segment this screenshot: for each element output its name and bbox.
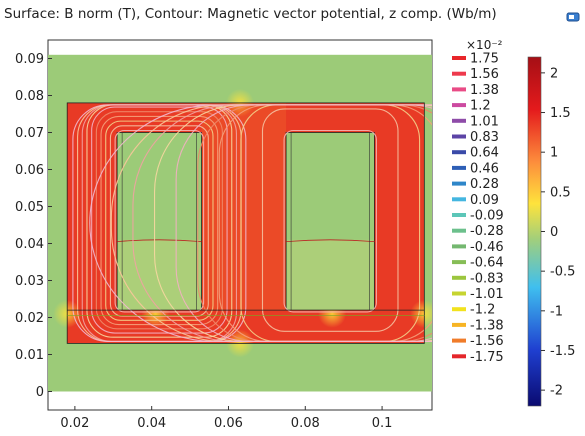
colorbar-tick-label: 1	[550, 146, 558, 161]
y-tick-label: 0.07	[15, 126, 44, 141]
contour-legend-label: -1.01	[470, 287, 504, 302]
flux-line	[91, 106, 228, 334]
flux-line	[100, 115, 219, 326]
window-shade	[287, 239, 374, 311]
core-outline	[66, 102, 425, 344]
flux-line	[261, 108, 399, 332]
x-tick-label: 0.08	[291, 416, 320, 431]
x-tick-label: 0.1	[372, 416, 393, 431]
x-tick-label: 0.06	[214, 416, 243, 431]
contour-legend-label: -1.38	[470, 318, 504, 333]
y-tick-label: 0.06	[15, 163, 44, 178]
colorbar-tick-label: -1	[550, 304, 563, 319]
y-tick-label: 0.01	[15, 348, 44, 363]
colorbar-tick-label: 1.5	[550, 106, 571, 121]
contour-legend-label: 1.38	[470, 83, 499, 98]
colorbar-tick-label: -0.5	[550, 265, 575, 280]
colorbar-tick-label: 0.5	[550, 185, 571, 200]
contour-legend-label: -1.2	[470, 303, 495, 318]
colorbar-tick-label: 0	[550, 225, 558, 240]
x-tick-label: 0.02	[60, 416, 89, 431]
colorbar-tick-label: -2	[550, 384, 563, 399]
colorbar-tick-label: 2	[550, 66, 558, 81]
y-tick-label: 0.05	[15, 200, 44, 215]
y-tick-label: 0.04	[15, 237, 44, 252]
colorbar-tick-label: -1.5	[550, 344, 575, 359]
center-leg-shade	[201, 102, 287, 311]
y-tick-label: 0.02	[15, 311, 44, 326]
contour-legend-label: 0.09	[470, 193, 499, 208]
plot-title: Surface: B norm (T), Contour: Magnetic v…	[4, 6, 497, 22]
contour-legend-label: -0.09	[470, 209, 504, 224]
hot-spot	[410, 299, 432, 328]
contour-legend-label: 1.01	[470, 114, 499, 129]
contour-legend-label: 0.46	[470, 161, 499, 176]
contour-legend-label: 1.2	[470, 99, 491, 114]
surface-colorbar	[527, 56, 542, 407]
contour-legend-label: -0.46	[470, 240, 504, 255]
contour-legend-label: -1.75	[470, 350, 504, 365]
flux-line	[89, 104, 432, 342]
plot-window-icon[interactable]	[566, 12, 580, 22]
y-tick-label: 0	[36, 385, 44, 400]
y-tick-label: 0.08	[15, 89, 44, 104]
window-shade	[118, 239, 201, 311]
contour-legend-label: 0.64	[470, 146, 499, 161]
x-tick-label: 0.04	[137, 416, 166, 431]
contour-legend-label: 1.75	[470, 52, 499, 67]
flux-line	[283, 129, 377, 313]
contour-legend-label: 0.83	[470, 130, 499, 145]
y-tick-label: 0.09	[15, 52, 44, 67]
contour-legend-label: -0.64	[470, 256, 504, 271]
window-contour	[286, 239, 375, 243]
contour-legend-label: 1.56	[470, 67, 499, 82]
contour-multiplier: ×10⁻²	[466, 38, 503, 52]
contour-legend-label: -0.83	[470, 271, 504, 286]
contour-legend-label: 0.28	[470, 177, 499, 192]
flux-line	[114, 129, 205, 313]
contour-legend-label: -0.28	[470, 224, 504, 239]
y-tick-label: 0.03	[15, 274, 44, 289]
flux-line	[72, 104, 247, 342]
window-contour	[117, 239, 202, 243]
contour-legend-label: -1.56	[470, 334, 504, 349]
